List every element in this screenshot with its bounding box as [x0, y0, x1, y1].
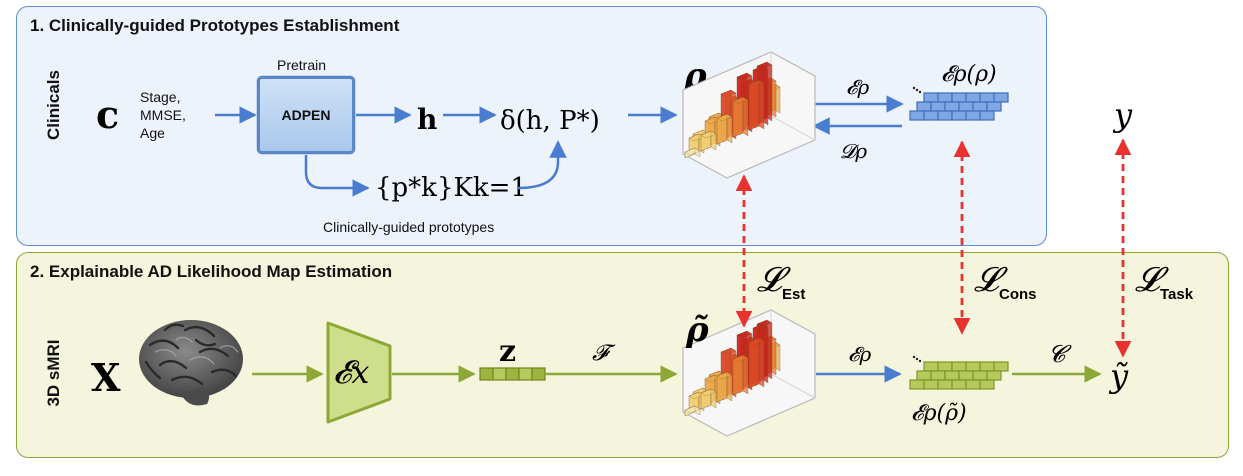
loss-est-subscript: Est [782, 286, 805, 303]
encoded-token [937, 361, 953, 372]
encoded-token [930, 101, 946, 112]
embedding-h-symbol: h [417, 103, 437, 136]
smri-x-symbol: X [91, 355, 121, 400]
decoder-rho-symbol: 𝓓ρ [840, 139, 867, 163]
encoded-token [923, 361, 939, 372]
loss-cons-label: 𝓛 Cons [974, 260, 1037, 303]
encoded-token [965, 110, 981, 121]
encoded-token [972, 370, 988, 381]
prototypes-caption: Clinically-guided prototypes [323, 219, 495, 235]
clinical-var-age: Age [140, 125, 165, 141]
label-y-symbol: y [1112, 96, 1133, 134]
clinical-vector-symbol: c [96, 92, 119, 137]
encoded-token [923, 92, 939, 103]
smri-encoder: 𝓔x [326, 321, 392, 424]
encoded-rho-label: 𝓔ρ(ρ) [941, 62, 997, 87]
encoded-token [979, 110, 995, 121]
mapping-F-symbol: 𝓕 [592, 341, 616, 366]
encoded-token [965, 92, 981, 103]
encoded-token [972, 101, 988, 112]
latent-token [479, 367, 494, 381]
encoded-token [958, 101, 974, 112]
encoded-rho-symbol: 𝓔ρ(ρ) [941, 62, 997, 87]
encoded-rho-tokens [909, 86, 1009, 121]
encoded-token [930, 370, 946, 381]
encoded-token [909, 379, 925, 390]
encoded-token [916, 370, 932, 381]
encoded-token [951, 110, 967, 121]
latent-token [492, 367, 507, 381]
encoded-token [944, 101, 960, 112]
adpen-encoder-box: ADPEN [257, 76, 355, 154]
distance-function: δ(h, P*) [500, 106, 600, 136]
encoded-token [993, 361, 1009, 372]
prediction-y-tilde-symbol: ỹ [1108, 357, 1129, 395]
prototype-set: {p*k}Kk=1 [375, 173, 527, 203]
encoded-token [993, 92, 1009, 103]
encoded-token [979, 92, 995, 103]
classifier-C-symbol: 𝓒 [1048, 340, 1072, 368]
encoded-token [986, 101, 1002, 112]
clinical-var-mmse: MMSE, [140, 107, 186, 123]
encoded-rho-tilde-symbol: 𝓔ρ(ρ̃) [911, 401, 967, 426]
encoded-token [923, 379, 939, 390]
encoded-token [916, 101, 932, 112]
arrow-prototypes-to-delta [517, 140, 567, 190]
encoder-rho-symbol-top: 𝓔ρ [846, 75, 869, 99]
encoded-token [951, 379, 967, 390]
pretrain-label: Pretrain [277, 57, 327, 73]
encoded-token [958, 370, 974, 381]
latent-token [531, 367, 546, 381]
latent-token [505, 367, 520, 381]
encoded-token [965, 379, 981, 390]
encoded-token [951, 361, 967, 372]
encoded-rho-tilde-label: 𝓔ρ(ρ̃) [911, 401, 967, 426]
panel1-title: 1. Clinically-guided Prototypes Establis… [30, 16, 400, 35]
prototype-set-symbol: {p*k}Kk=1 [375, 173, 527, 203]
likelihood-map-3d-top [682, 51, 816, 179]
adpen-outline [256, 75, 356, 155]
encoded-token [979, 361, 995, 372]
encoder-rho-symbol-bottom: 𝓔ρ [848, 342, 871, 366]
rho-tilde-symbol: ρ̃ [685, 310, 709, 350]
encoded-token [923, 110, 939, 121]
encoded-token [937, 110, 953, 121]
encoded-rho-tilde-tokens [909, 355, 1009, 390]
encoded-token [944, 370, 960, 381]
latent-token [518, 367, 533, 381]
encoded-token [937, 92, 953, 103]
encoded-token [965, 361, 981, 372]
panel2-title: 2. Explainable AD Likelihood Map Estimat… [30, 262, 393, 281]
likelihood-map-3d-bottom [682, 309, 816, 437]
loss-task-subscript: Task [1160, 286, 1194, 303]
encoded-token [979, 379, 995, 390]
encoded-token [986, 370, 1002, 381]
clinical-var-stage: Stage, [140, 89, 181, 105]
encoded-token [937, 379, 953, 390]
encoded-token [909, 110, 925, 121]
latent-z-tokens [479, 367, 546, 381]
distance-symbol: δ(h, P*) [500, 106, 600, 136]
loss-cons-subscript: Cons [999, 286, 1037, 303]
smri-encoder-symbol: 𝓔x [333, 353, 369, 391]
arrow-adpen-to-prototypes [304, 155, 370, 197]
encoded-token [951, 92, 967, 103]
latent-z-symbol: z [499, 334, 516, 369]
brain-icon [139, 320, 243, 406]
loss-est-label: 𝓛 Est [757, 260, 805, 303]
loss-task-label: 𝓛 Task [1135, 260, 1194, 303]
